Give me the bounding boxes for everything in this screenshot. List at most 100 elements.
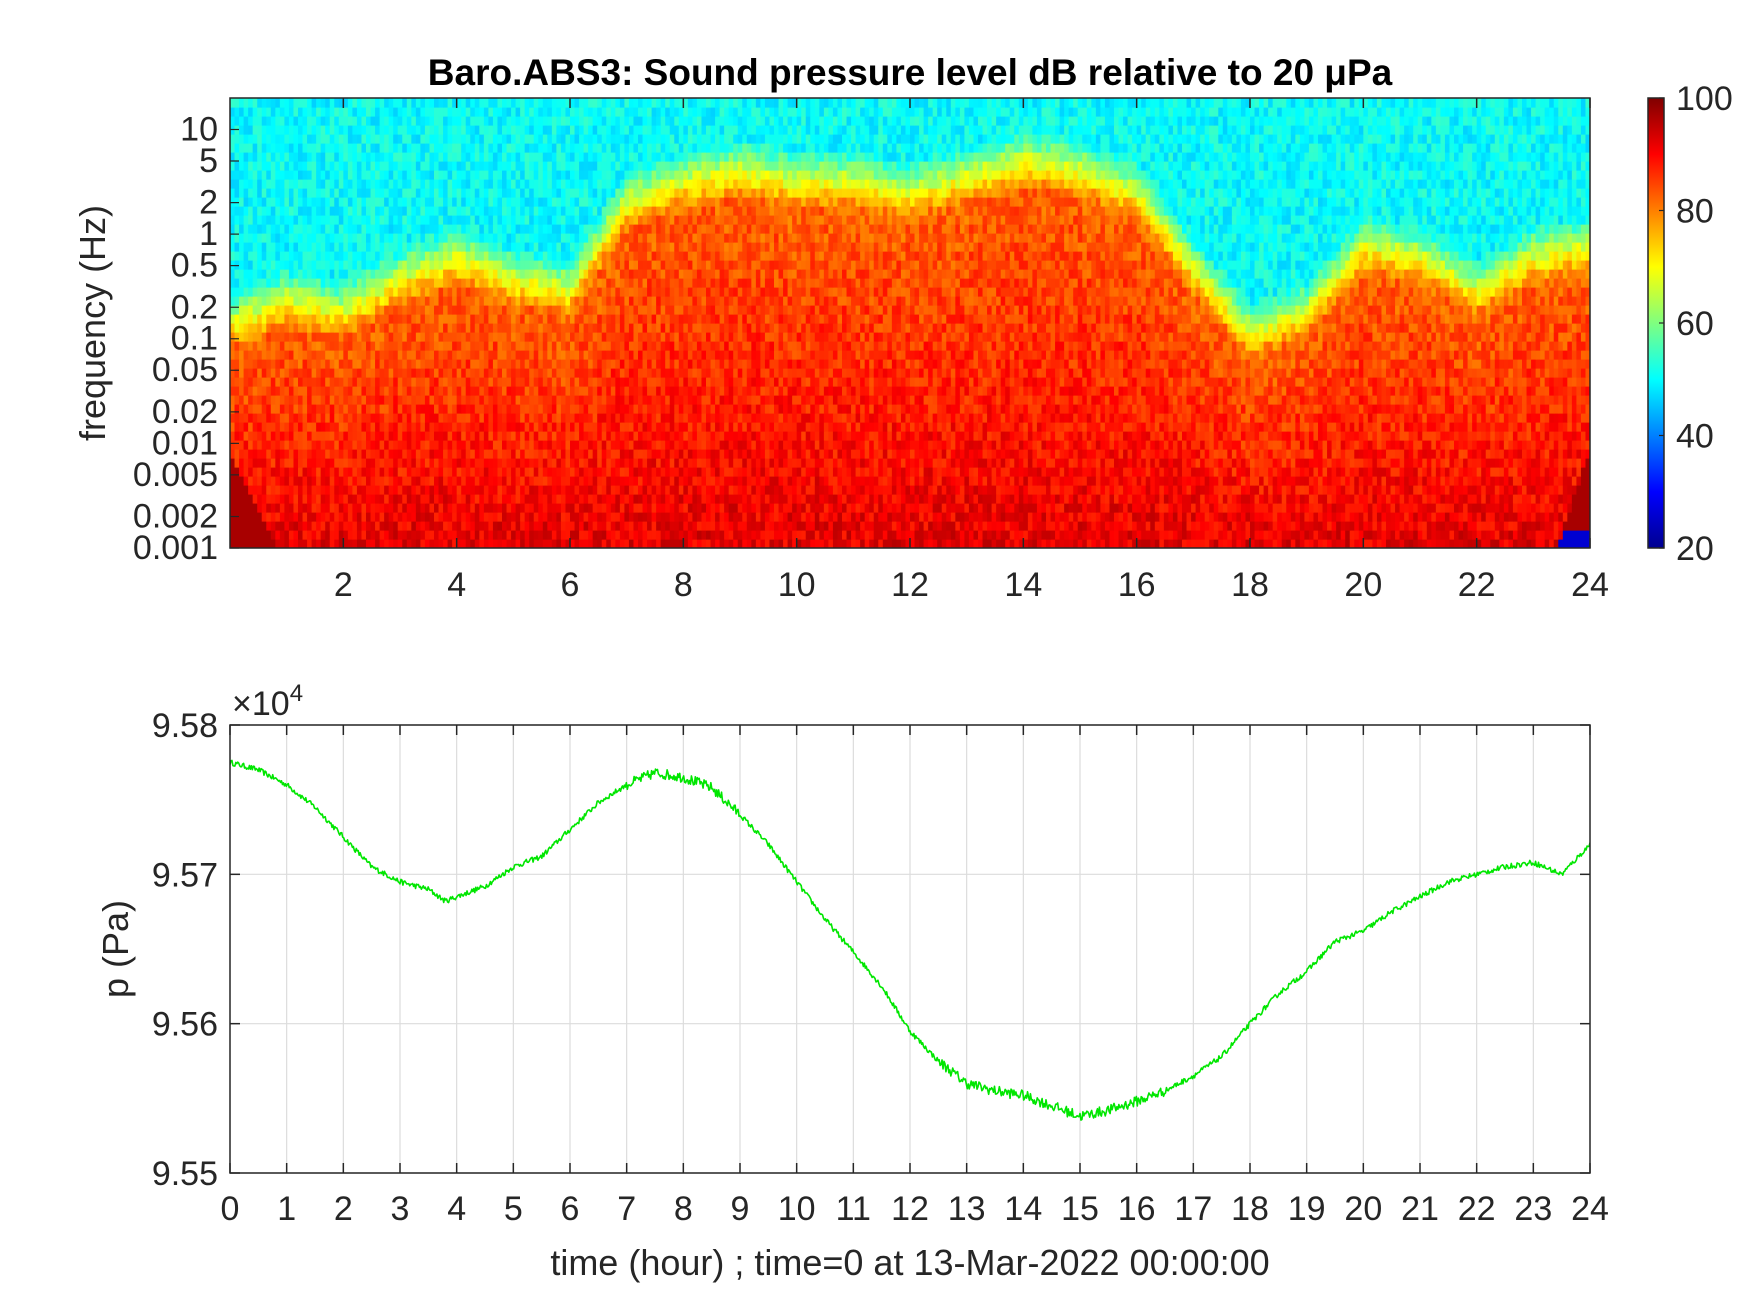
spectrogram-cell — [1308, 440, 1315, 450]
spectrogram-cell — [1431, 503, 1437, 513]
spectrogram-cell — [456, 476, 462, 486]
spectrogram-cell — [461, 539, 467, 548]
spectrogram-cell — [855, 422, 861, 432]
spectrogram-cell — [973, 539, 979, 548]
spectrogram-cell — [447, 539, 453, 548]
spectrogram-cell — [1046, 476, 1052, 486]
spectrogram-cell — [1299, 449, 1305, 459]
spectrogram-cell — [556, 422, 562, 432]
spectrogram-cell — [746, 476, 752, 486]
spectrogram-cell — [1571, 494, 1577, 504]
spectrogram-cell — [900, 494, 907, 504]
spectrogram-cell — [1494, 422, 1500, 432]
spectrogram-cell — [878, 530, 884, 540]
spectrogram-cell — [1000, 530, 1006, 540]
spectrogram-cell — [302, 458, 308, 468]
spectrogram-cell — [783, 503, 789, 513]
spectrogram-cell — [1354, 494, 1360, 504]
spectrogram-cell — [1327, 440, 1333, 450]
spectrogram-cell — [1526, 449, 1532, 459]
spectrogram-cell — [1095, 422, 1101, 432]
spectrogram-cell — [434, 431, 440, 441]
spectrogram-cell — [438, 530, 444, 540]
spectrogram-cell — [774, 404, 780, 414]
spectrogram-cell — [1109, 395, 1115, 405]
spectrogram-cell — [307, 539, 313, 548]
spectrogram-cell — [1367, 476, 1373, 486]
spectrogram-cell — [823, 494, 829, 504]
spectrogram-cell — [842, 539, 848, 548]
spectrogram-cell — [456, 494, 462, 504]
spectrogram-cell — [1508, 512, 1514, 522]
spectrogram-cell — [1585, 413, 1590, 423]
spectrogram-cell — [479, 458, 485, 468]
spectrogram-cell — [1191, 539, 1197, 548]
spectrogram-cell — [1204, 521, 1210, 531]
spectrogram-cell — [1154, 512, 1160, 522]
spectrogram-cell — [678, 530, 684, 540]
spectrogram-cell — [488, 404, 494, 414]
spectrogram-cell — [1327, 494, 1333, 504]
spectrogram-cell — [656, 449, 662, 459]
spectrogram-cell — [683, 476, 689, 486]
spectrogram-cell — [946, 494, 952, 504]
spectrogram-cell — [329, 440, 335, 450]
spectrogram-cell — [751, 485, 757, 495]
spectrogram-cell — [610, 413, 616, 423]
spectrogram-cell — [1172, 458, 1179, 468]
spectrogram-cell — [619, 530, 625, 540]
spectrogram-cell — [1395, 422, 1401, 432]
spectrogram-cell — [882, 521, 888, 531]
spectrogram-cell — [1472, 431, 1478, 441]
spectrogram-cell — [1576, 467, 1582, 477]
spectrogram-cell — [1118, 494, 1124, 504]
spectrogram-cell — [728, 485, 734, 495]
spectrogram-cell — [624, 404, 630, 414]
spectrogram-cell — [737, 422, 743, 432]
spectrogram-cell — [660, 422, 666, 432]
spectrogram-cell — [910, 413, 916, 423]
spectrogram-cell — [1485, 503, 1491, 513]
spectrogram-cell — [1395, 404, 1401, 414]
spectrogram-cell — [1227, 503, 1233, 513]
spectrogram-cell — [529, 476, 535, 486]
spectrogram-cell — [710, 503, 716, 513]
spectrogram-cell — [384, 440, 390, 450]
spectrogram-cell — [325, 503, 331, 513]
spectrogram-cell — [987, 503, 993, 513]
spectrogram-cell — [307, 422, 313, 432]
spectrogram-cell — [524, 449, 530, 459]
spectrogram-cell — [1104, 449, 1111, 459]
spectrogram-cell — [1068, 539, 1074, 548]
spectrogram-cell — [506, 449, 512, 459]
spectrogram-cell — [619, 431, 625, 441]
spectrogram-cell — [1318, 503, 1324, 513]
spectrogram-cell — [1281, 467, 1287, 477]
spectrogram-cell — [1055, 476, 1061, 486]
spectrogram-cell — [1186, 467, 1192, 477]
spectrogram-cell — [1191, 431, 1197, 441]
spectrogram-cell — [1222, 413, 1228, 423]
spectrogram-cell — [1177, 431, 1183, 441]
spectrogram-cell — [810, 395, 816, 405]
spectrogram-cell — [878, 413, 884, 423]
spectrogram-cell — [733, 521, 739, 531]
spectrogram-cell — [275, 530, 281, 540]
spectrogram-cell — [1431, 530, 1437, 540]
spectrogram-cell — [325, 413, 331, 423]
spectrogram-cell — [556, 521, 562, 531]
spectrogram-cell — [1376, 431, 1383, 441]
spectrogram-cell — [356, 530, 363, 540]
spectrogram-cell — [266, 440, 272, 450]
spectrogram-cell — [298, 431, 304, 441]
spectrogram-cell — [388, 539, 394, 548]
spectrogram-cell — [1259, 404, 1265, 414]
spectrogram-cell — [1435, 494, 1441, 504]
spectrogram-cell — [669, 494, 675, 504]
spectrogram-cell — [1408, 503, 1414, 513]
spectrogram-cell — [298, 530, 304, 540]
spectrogram-cell — [1444, 467, 1451, 477]
spectrogram-cell — [964, 503, 970, 513]
spectrogram-cell — [733, 431, 739, 441]
spectrogram-cell — [1218, 431, 1224, 441]
